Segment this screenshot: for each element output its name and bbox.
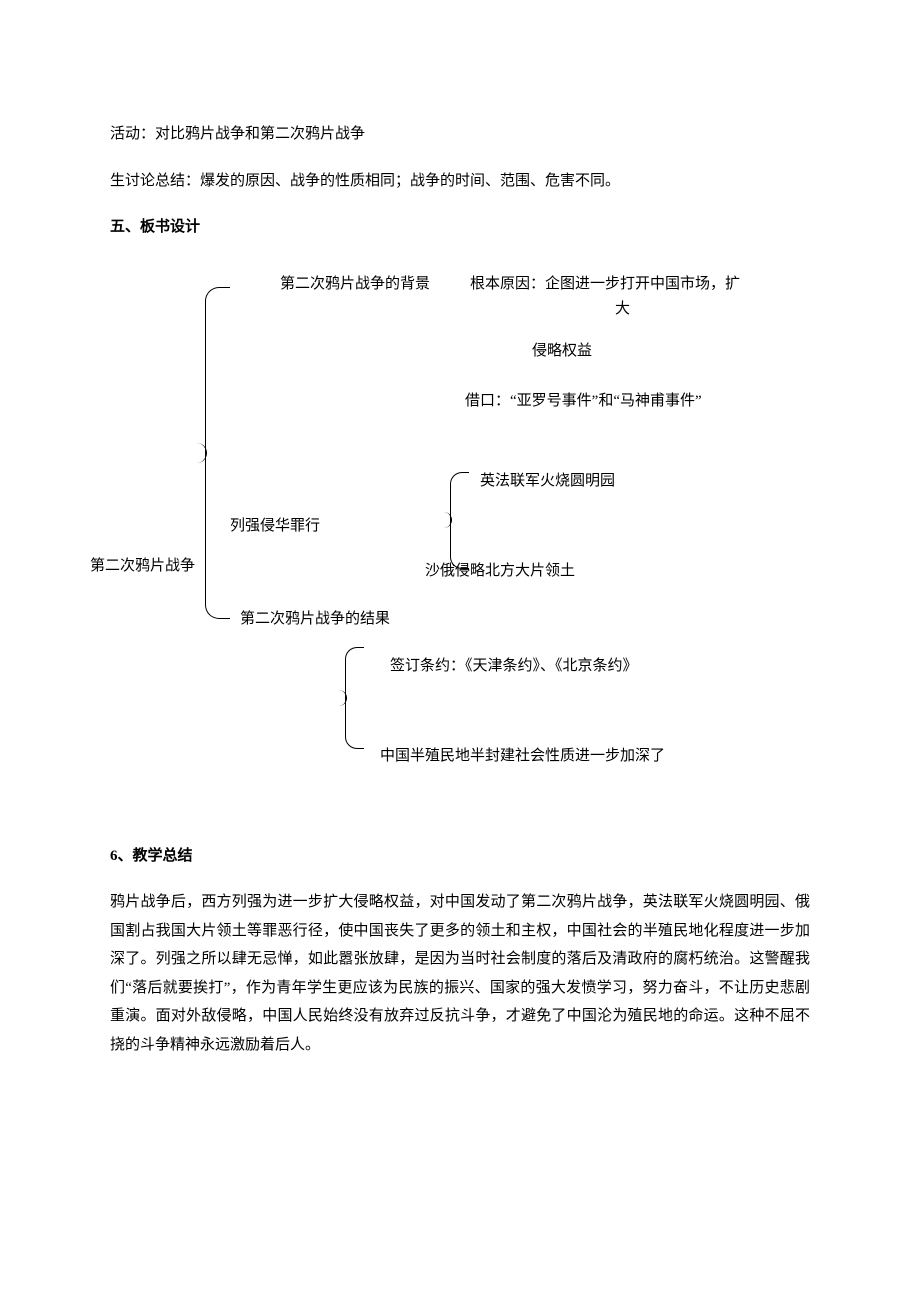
branch3-item1: 签订条约：《天津条约》、《北京条约》 bbox=[390, 652, 638, 681]
summary-text: 鸦片战争后，西方列强为进一步扩大侵略权益，对中国发动了第二次鸦片战争，英法联军火… bbox=[110, 888, 810, 1059]
summary-heading: 6、教学总结 bbox=[110, 842, 810, 871]
brace-crimes bbox=[450, 472, 469, 569]
branch3-label: 第二次鸦片战争的结果 bbox=[240, 605, 390, 634]
board-design-heading: 五、板书设计 bbox=[110, 213, 810, 242]
branch2-label: 列强侵华罪行 bbox=[230, 512, 320, 541]
branch1-item1c: 侵略权益 bbox=[532, 337, 592, 366]
branch3-item2: 中国半殖民地半封建社会性质进一步加深了 bbox=[380, 742, 665, 771]
branch1-item2: 借口：“亚罗号事件”和“马神甫事件” bbox=[465, 387, 702, 416]
branch1-item1a: 根本原因：企图进一步打开中国市场，扩 bbox=[470, 270, 740, 299]
activity-line: 活动：对比鸦片战争和第二次鸦片战争 bbox=[110, 120, 810, 149]
brace-results bbox=[345, 647, 364, 749]
discussion-line: 生讨论总结：爆发的原因、战争的性质相同；战争的时间、范围、危害不同。 bbox=[110, 167, 810, 196]
page: 活动：对比鸦片战争和第二次鸦片战争 生讨论总结：爆发的原因、战争的性质相同；战争… bbox=[0, 0, 920, 1302]
branch2-item2: 沙俄侵略北方大片领土 bbox=[425, 557, 575, 586]
branch2-item1: 英法联军火烧圆明园 bbox=[480, 467, 615, 496]
branch1-label: 第二次鸦片战争的背景 bbox=[280, 270, 430, 299]
concept-diagram: 第二次鸦片战争 第二次鸦片战争的背景 根本原因：企图进一步打开中国市场，扩 大 … bbox=[110, 262, 810, 802]
branch1-item1b: 大 bbox=[615, 295, 630, 324]
brace-main bbox=[205, 287, 230, 619]
root-label: 第二次鸦片战争 bbox=[90, 552, 195, 581]
